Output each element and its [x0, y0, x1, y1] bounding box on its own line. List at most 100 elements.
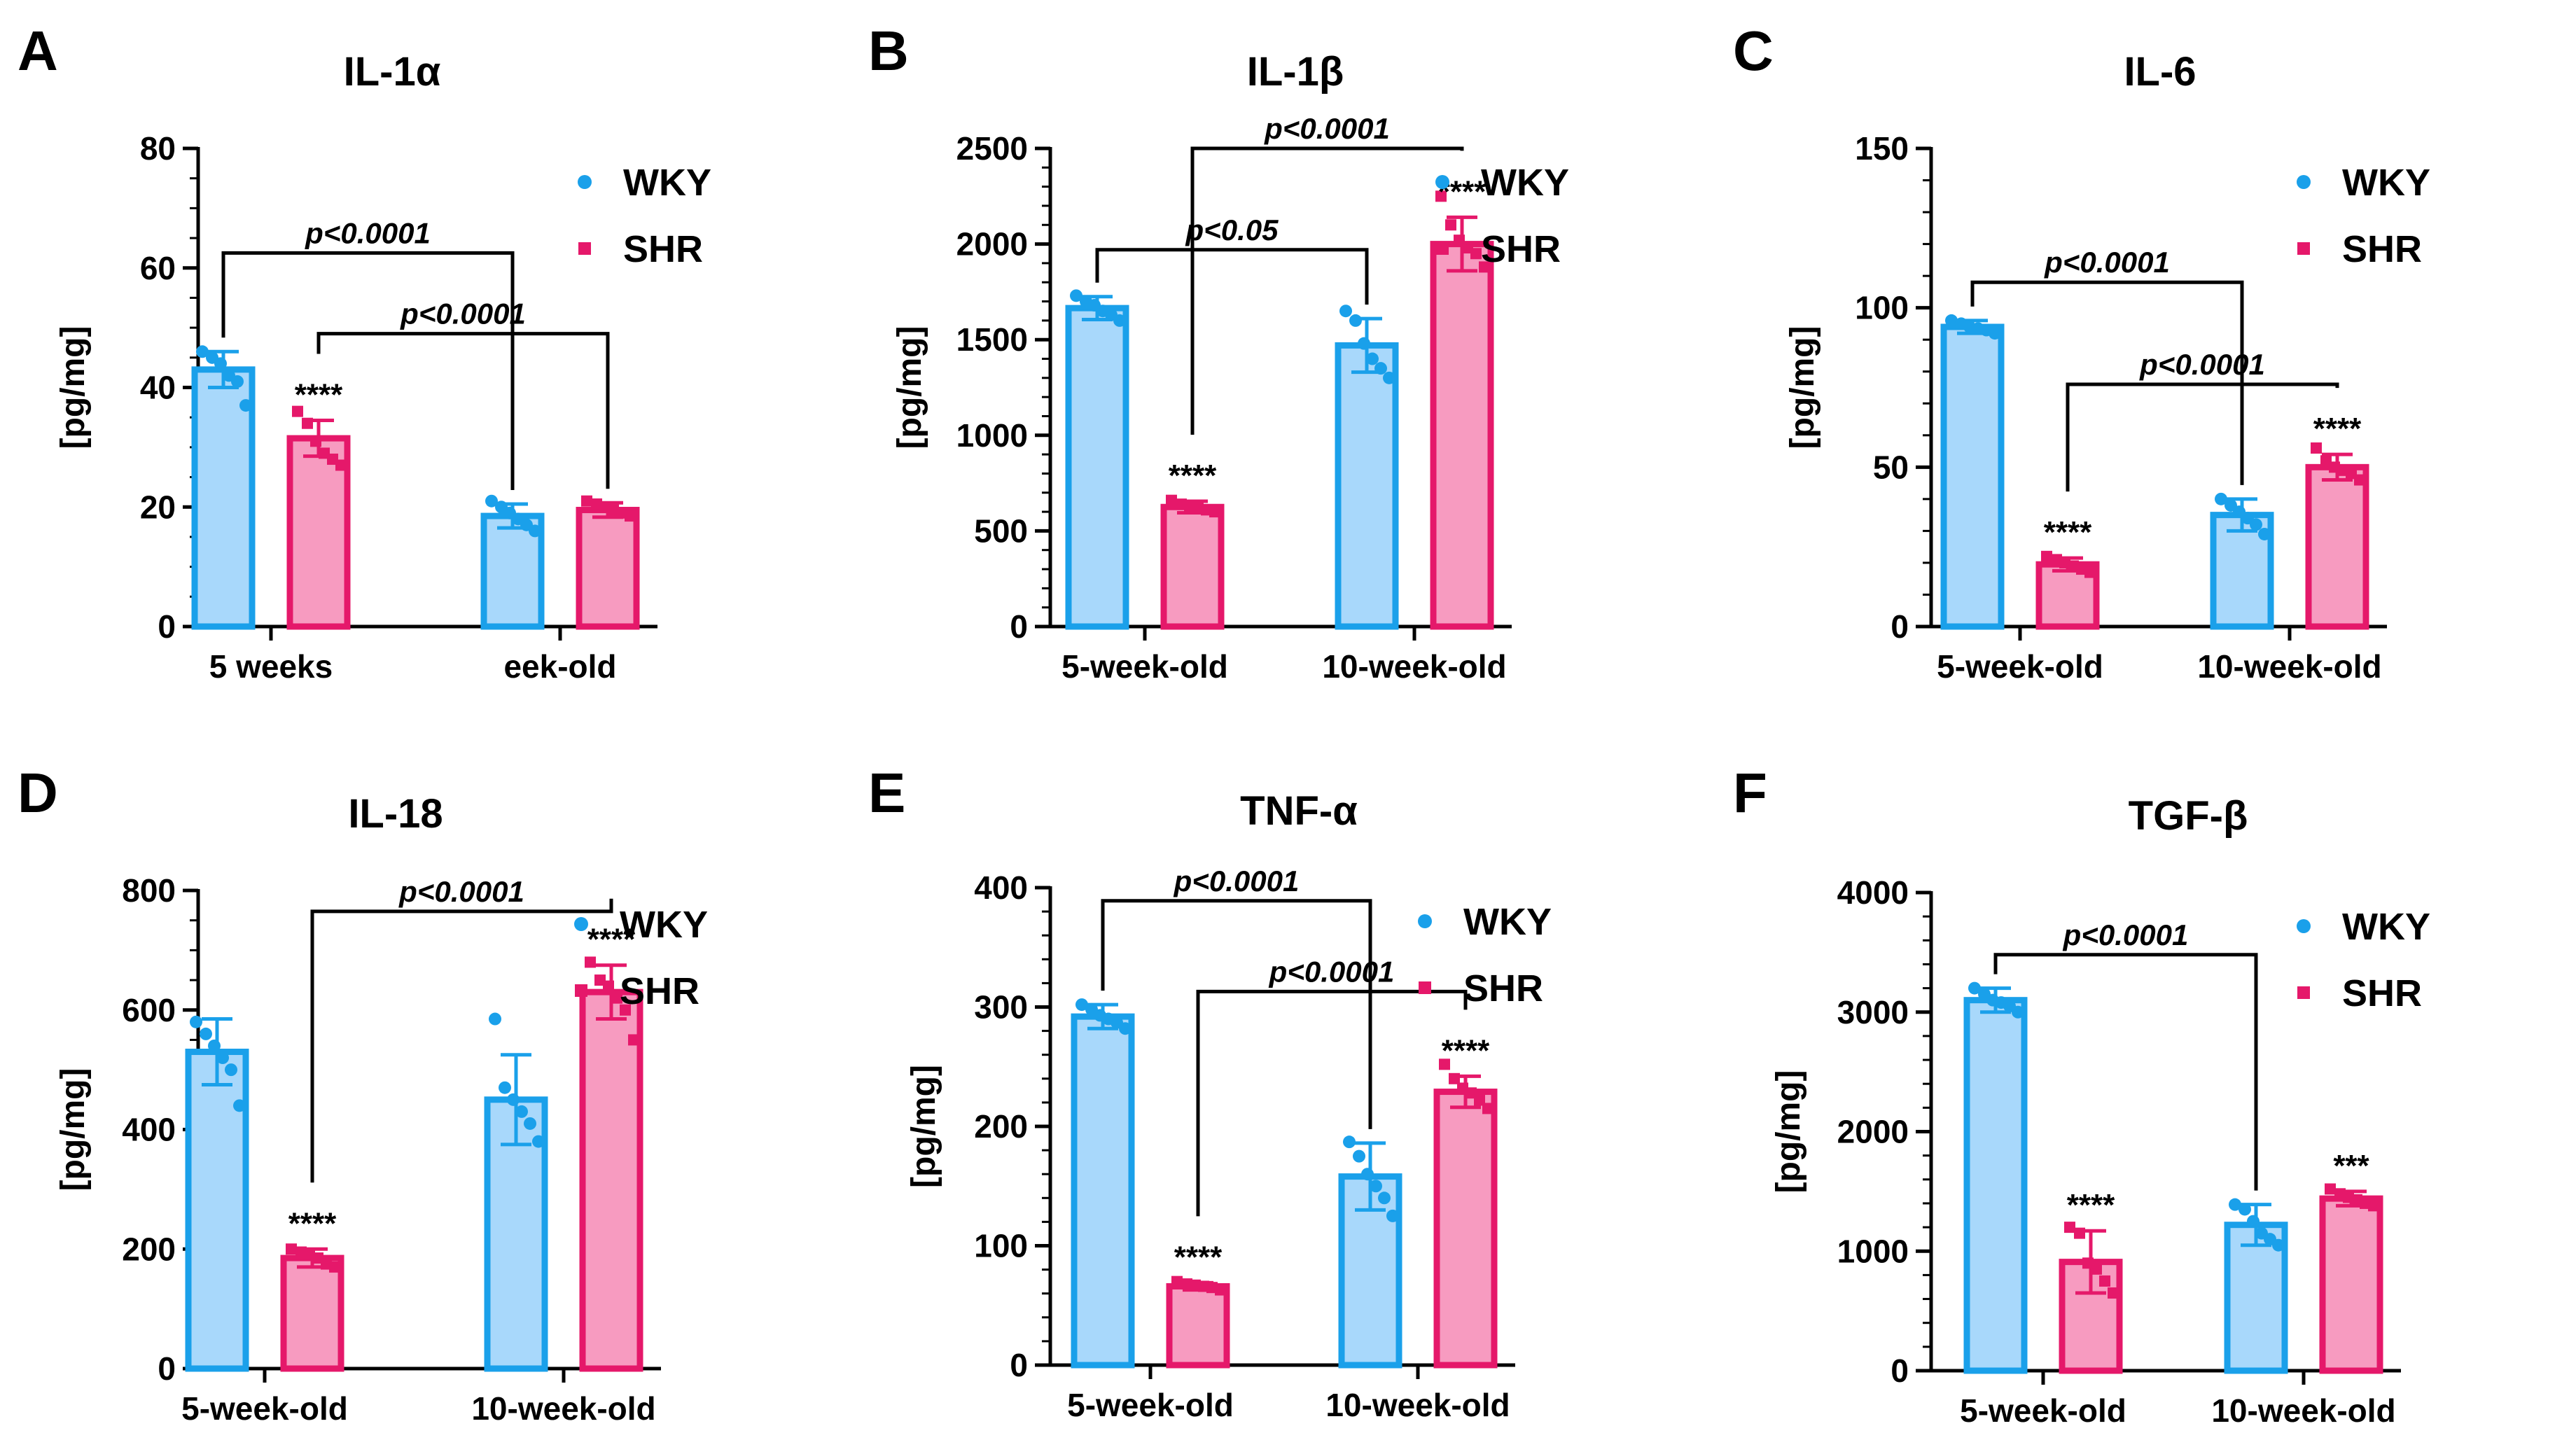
- y-tick-label: 800: [122, 872, 176, 909]
- y-tick-label: 4000: [1837, 874, 1909, 911]
- legend-wky-label: WKY: [620, 904, 708, 946]
- x-tick-label: 5 weeks: [209, 648, 333, 685]
- bar-wky-0: [185, 1049, 249, 1372]
- legend-shr-marker: [1436, 242, 1449, 255]
- data-point-shr: [2099, 1275, 2110, 1287]
- y-tick-label: 200: [122, 1231, 176, 1267]
- significance-stars: ****: [2067, 1188, 2115, 1222]
- comparison-bracket: [1190, 146, 1464, 435]
- data-point-wky: [1374, 362, 1387, 375]
- data-point-wky: [1070, 289, 1082, 302]
- data-point-wky: [1353, 1149, 1365, 1163]
- y-tick-label: 0: [1891, 608, 1909, 645]
- data-point-shr: [1435, 190, 1447, 202]
- x-tick-label: 10-week-old: [1322, 648, 1506, 685]
- data-point-wky: [196, 345, 209, 358]
- significance-stars: ****: [587, 923, 636, 957]
- legend-wky-label: WKY: [1463, 901, 1552, 943]
- data-point-wky: [532, 1135, 545, 1148]
- x-tick-label: 10-week-old: [1325, 1387, 1510, 1423]
- data-point-shr: [286, 1243, 297, 1255]
- legend: WKY SHR: [2297, 162, 2430, 270]
- data-point-shr: [2091, 1263, 2102, 1275]
- p-value-label: p<0.0001: [2044, 246, 2170, 279]
- data-point-wky: [524, 1117, 536, 1130]
- panel-e: E TNF-α [pg/mg] 0 100 200 300 400 5-week-old 10-w…: [868, 762, 1552, 1423]
- data-point-shr: [1479, 261, 1490, 273]
- data-point-wky: [485, 494, 498, 508]
- legend-wky-marker: [2297, 919, 2311, 933]
- bar-wky-1: [1335, 342, 1399, 630]
- legend-wky-marker: [2297, 175, 2311, 189]
- legend-wky-label: WKY: [1481, 162, 1569, 204]
- data-point-shr: [329, 1261, 340, 1273]
- bar-wky-0: [1071, 1013, 1135, 1369]
- x-tick-label: 10-week-old: [471, 1390, 655, 1427]
- y-axis-label: [pg/mg]: [891, 326, 928, 449]
- legend-shr-marker: [1419, 981, 1431, 994]
- x-tick-label: 5-week-old: [1067, 1387, 1234, 1423]
- panel-label: E: [868, 762, 905, 824]
- legend-wky-marker: [578, 175, 592, 189]
- y-tick-label: 0: [1891, 1352, 1909, 1389]
- y-axis-label: [pg/mg]: [1770, 1070, 1807, 1194]
- y-tick-label: 20: [140, 489, 176, 525]
- data-point-shr: [2311, 442, 2322, 454]
- comparison-bracket: [1095, 248, 1369, 305]
- panel-b: B IL-1β [pg/mg] 0 500 1000 1500 2000 2500 5-week-…: [868, 20, 1569, 685]
- data-point-wky: [1989, 327, 2001, 340]
- significance-stars: ****: [2044, 515, 2092, 550]
- p-value-label: p<0.0001: [398, 875, 524, 908]
- y-tick-label: 40: [140, 370, 176, 406]
- data-point-wky: [208, 1039, 221, 1052]
- data-point-wky: [2229, 1198, 2241, 1211]
- data-point-shr: [335, 459, 347, 471]
- data-point-shr: [625, 510, 636, 522]
- data-point-wky: [2258, 527, 2271, 540]
- significance-stars: ****: [1169, 459, 1217, 493]
- p-value-label: p<0.0001: [2063, 918, 2189, 951]
- p-value-label: p<0.0001: [2139, 348, 2265, 381]
- data-point-shr: [2074, 1227, 2085, 1239]
- chart-title: IL-1β: [1247, 49, 1344, 95]
- data-point-shr: [2041, 550, 2052, 562]
- x-tick-label: 5-week-old: [1061, 648, 1228, 685]
- legend-shr-label: SHR: [1463, 967, 1543, 1009]
- comparison-bracket: [221, 251, 515, 490]
- data-point-wky: [1945, 314, 1958, 327]
- x-tick-label: 10-week-old: [2211, 1392, 2395, 1429]
- data-point-shr: [2084, 566, 2096, 578]
- data-point-wky: [190, 1015, 202, 1028]
- legend-shr-marker: [578, 242, 591, 255]
- significance-stars: ****: [1174, 1240, 1223, 1274]
- data-point-shr: [2368, 1200, 2379, 1212]
- data-point-wky: [1358, 337, 1370, 350]
- data-point-shr: [1209, 506, 1220, 518]
- data-point-shr: [611, 992, 622, 1004]
- data-point-shr: [2325, 1183, 2336, 1195]
- panel-c: C IL-6 [pg/mg] 0 50 100 150 5-week-old 10-week-o…: [1733, 20, 2430, 685]
- data-point-wky: [529, 524, 541, 538]
- x-tick-label: 5-week-old: [1960, 1392, 2126, 1429]
- panel-f: F TGF-β [pg/mg] 0 1000 2000 3000 4000 5-week-old…: [1733, 762, 2430, 1429]
- data-point-shr: [628, 1034, 639, 1046]
- legend-wky-label: WKY: [2342, 906, 2430, 948]
- data-point-wky: [2012, 1005, 2024, 1019]
- data-point-shr: [585, 956, 596, 968]
- data-point-wky: [200, 1027, 212, 1040]
- data-point-wky: [1349, 314, 1362, 327]
- y-tick-label: 100: [974, 1228, 1028, 1264]
- data-point-wky: [2272, 1238, 2285, 1252]
- data-point-shr: [1171, 1275, 1183, 1287]
- legend-shr-label: SHR: [623, 228, 703, 270]
- y-tick-label: 1000: [956, 417, 1028, 454]
- legend-wky-label: WKY: [2342, 162, 2430, 204]
- legend-shr-label: SHR: [1481, 228, 1561, 270]
- data-point-wky: [239, 399, 252, 412]
- data-point-wky: [515, 1105, 528, 1118]
- panel-d: D IL-18 [pg/mg] 0 200 400 600 800 5-week-old 10-w…: [18, 762, 708, 1427]
- data-point-shr: [603, 980, 614, 992]
- data-point-wky: [2247, 1215, 2260, 1228]
- data-point-shr: [581, 495, 592, 507]
